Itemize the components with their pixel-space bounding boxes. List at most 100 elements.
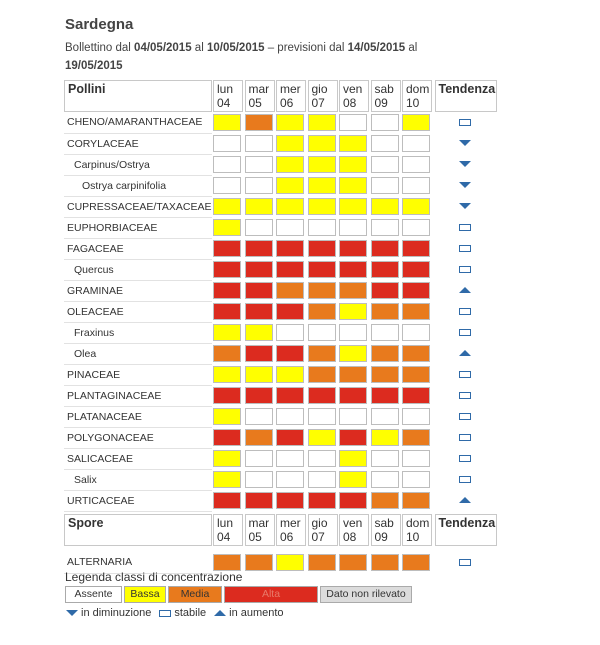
legend-class: Bassa bbox=[124, 586, 166, 603]
taxon-name: Olea bbox=[74, 347, 97, 360]
day-header: lun 04 bbox=[213, 514, 243, 546]
concentration-cell bbox=[339, 366, 367, 383]
concentration-cell bbox=[276, 429, 304, 446]
legend-class: Media bbox=[168, 586, 222, 603]
day-header: mer 06 bbox=[276, 514, 306, 546]
day-number: 10 bbox=[406, 530, 420, 544]
concentration-cell bbox=[307, 554, 336, 571]
legend-trend-down: in diminuzione bbox=[81, 607, 152, 619]
concentration-cell bbox=[213, 387, 241, 404]
trend-stable-icon bbox=[458, 223, 471, 231]
day-number: 05 bbox=[248, 530, 262, 544]
concentration-cell bbox=[244, 345, 273, 362]
concentration-cell bbox=[370, 261, 399, 278]
trend-up-icon bbox=[458, 497, 471, 504]
trend-down-icon bbox=[458, 203, 471, 210]
concentration-cell bbox=[402, 219, 430, 236]
concentration-cell bbox=[339, 387, 367, 404]
concentration-cell bbox=[307, 324, 336, 341]
concentration-cell bbox=[244, 114, 273, 131]
trend-stable-icon bbox=[458, 433, 471, 441]
legend-trends: in diminuzione stabile in aumento bbox=[66, 607, 292, 619]
taxon-name: GRAMINAE bbox=[67, 284, 124, 297]
taxon-name: ALTERNARIA bbox=[67, 556, 133, 569]
trend-stable-icon bbox=[458, 454, 471, 462]
day-name: sab bbox=[374, 82, 394, 96]
day-number: 07 bbox=[311, 530, 325, 544]
day-name: lun bbox=[217, 516, 234, 530]
concentration-cell bbox=[213, 554, 241, 571]
concentration-cell bbox=[370, 408, 399, 425]
concentration-cell bbox=[307, 450, 336, 467]
concentration-cell bbox=[244, 387, 273, 404]
concentration-cell bbox=[307, 387, 336, 404]
legend-trend-up: in aumento bbox=[229, 607, 284, 619]
table-row: GRAMINAE bbox=[64, 280, 497, 302]
concentration-cell bbox=[402, 156, 430, 173]
trend-up-icon bbox=[458, 287, 471, 294]
concentration-cell bbox=[213, 450, 241, 467]
concentration-cell bbox=[276, 408, 304, 425]
concentration-cell bbox=[339, 554, 367, 571]
bulletin-period: Bollettino dal 04/05/2015 al 10/05/2015 … bbox=[65, 39, 485, 75]
concentration-cell bbox=[307, 240, 336, 257]
concentration-cell bbox=[370, 282, 399, 299]
concentration-cell bbox=[213, 135, 241, 152]
day-name: gio bbox=[311, 82, 328, 96]
day-name: lun bbox=[217, 82, 234, 96]
concentration-cell bbox=[402, 135, 430, 152]
concentration-cell bbox=[307, 198, 336, 215]
concentration-cell bbox=[307, 177, 336, 194]
concentration-cell bbox=[213, 198, 241, 215]
concentration-cell bbox=[276, 303, 304, 320]
spore-section-label: Spore bbox=[64, 514, 212, 546]
concentration-cell bbox=[276, 114, 304, 131]
concentration-cell bbox=[213, 471, 241, 488]
concentration-cell bbox=[339, 471, 367, 488]
concentration-cell bbox=[244, 198, 273, 215]
legend-class: Assente bbox=[65, 586, 122, 603]
pollini-header-row: Pollini lun 04 mar 05 mer 06 gio 07 ven 08 sab 09 dom… bbox=[64, 80, 497, 112]
concentration-cell bbox=[276, 366, 304, 383]
concentration-cell bbox=[307, 408, 336, 425]
day-name: gio bbox=[311, 516, 328, 530]
concentration-cell bbox=[244, 156, 273, 173]
date-to: 10/05/2015 bbox=[206, 42, 265, 54]
day-header: dom 10 bbox=[402, 514, 432, 546]
day-name: ven bbox=[343, 516, 363, 530]
previsioni-prefix: – previsioni dal bbox=[264, 42, 348, 54]
taxon-name: FAGACEAE bbox=[67, 242, 124, 255]
trend-stable-icon bbox=[458, 307, 471, 315]
concentration-cell bbox=[213, 366, 241, 383]
concentration-cell bbox=[244, 324, 273, 341]
concentration-cell bbox=[276, 324, 304, 341]
table-row: POLYGONACEAE bbox=[64, 427, 497, 449]
table-row: CORYLACEAE bbox=[64, 133, 497, 155]
concentration-cell bbox=[244, 450, 273, 467]
concentration-cell bbox=[244, 282, 273, 299]
table-row: Fraxinus bbox=[64, 322, 497, 344]
pollini-trend-header: Tendenza bbox=[434, 80, 497, 112]
day-name: mer bbox=[280, 82, 301, 96]
taxon-name: Ostrya carpinifolia bbox=[82, 179, 167, 192]
concentration-cell bbox=[244, 177, 273, 194]
day-header: ven 08 bbox=[339, 80, 369, 112]
day-number: 05 bbox=[248, 96, 262, 110]
concentration-cell bbox=[213, 408, 241, 425]
taxon-name: CUPRESSACEAE/TAXACEAE bbox=[67, 200, 212, 213]
legend-classes: Assente Bassa Media Alta Dato non rilevato bbox=[65, 586, 414, 603]
trend-stable-icon bbox=[458, 244, 471, 252]
concentration-cell bbox=[244, 554, 273, 571]
table-row: SALICACEAE bbox=[64, 448, 497, 470]
spore-trend-header: Tendenza bbox=[434, 514, 497, 546]
concentration-cell bbox=[370, 492, 399, 509]
table-row: ALTERNARIA bbox=[64, 552, 497, 574]
legend-trend-stable: stabile bbox=[174, 607, 207, 619]
trend-up-icon bbox=[458, 350, 471, 357]
concentration-cell bbox=[370, 156, 399, 173]
day-name: mar bbox=[248, 516, 270, 530]
pollen-table: Pollini lun 04 mar 05 mer 06 gio 07 ven 08 sab 09 dom… bbox=[64, 80, 497, 574]
concentration-cell bbox=[339, 156, 367, 173]
day-header: sab 09 bbox=[370, 514, 401, 546]
al-word-2: al bbox=[405, 42, 418, 54]
